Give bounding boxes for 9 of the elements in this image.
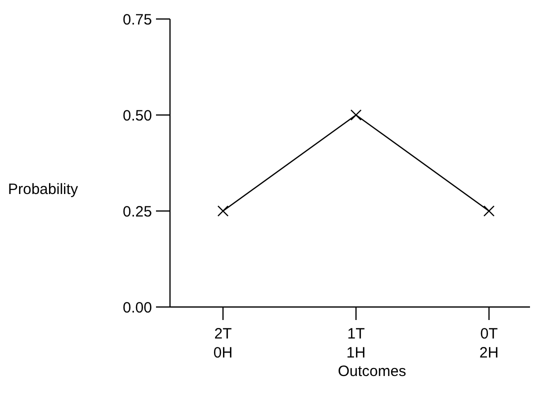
- y-tick-label: 0.75: [122, 11, 152, 28]
- x-tick-label: 0T 2H: [479, 326, 499, 362]
- y-tick-label: 0.50: [122, 107, 152, 124]
- x-axis-title: Outcomes: [338, 363, 406, 380]
- y-tick-label: 0.25: [122, 203, 152, 220]
- y-axis-title: Probability: [8, 181, 79, 198]
- x-tick-label: 2T 0H: [213, 326, 233, 362]
- x-tick-label: 1T 1H: [346, 326, 366, 362]
- y-tick-label: 0.00: [122, 299, 152, 316]
